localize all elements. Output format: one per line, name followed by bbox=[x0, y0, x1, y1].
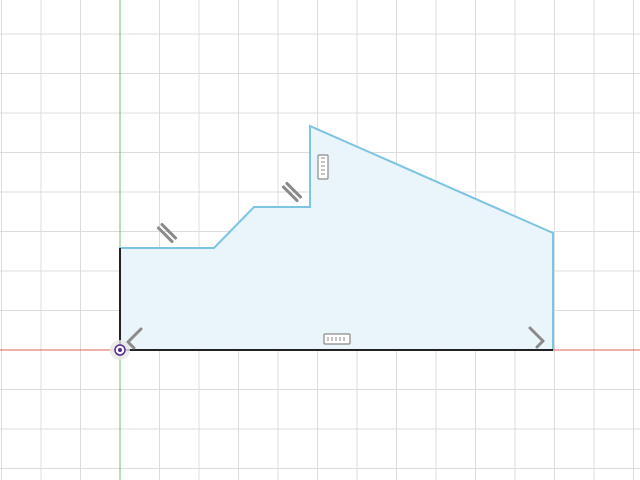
origin-point[interactable] bbox=[110, 340, 130, 360]
horizontal-constraint-icon[interactable] bbox=[323, 333, 351, 345]
perpendicular-constraint-icon[interactable] bbox=[528, 326, 545, 349]
parallel-constraint-icon[interactable] bbox=[281, 181, 303, 203]
perpendicular-constraint-icon[interactable] bbox=[126, 327, 143, 350]
vertical-constraint-icon[interactable] bbox=[317, 154, 329, 180]
parallel-constraint-icon[interactable] bbox=[156, 222, 178, 244]
sketch-profile[interactable] bbox=[119, 124, 554, 351]
